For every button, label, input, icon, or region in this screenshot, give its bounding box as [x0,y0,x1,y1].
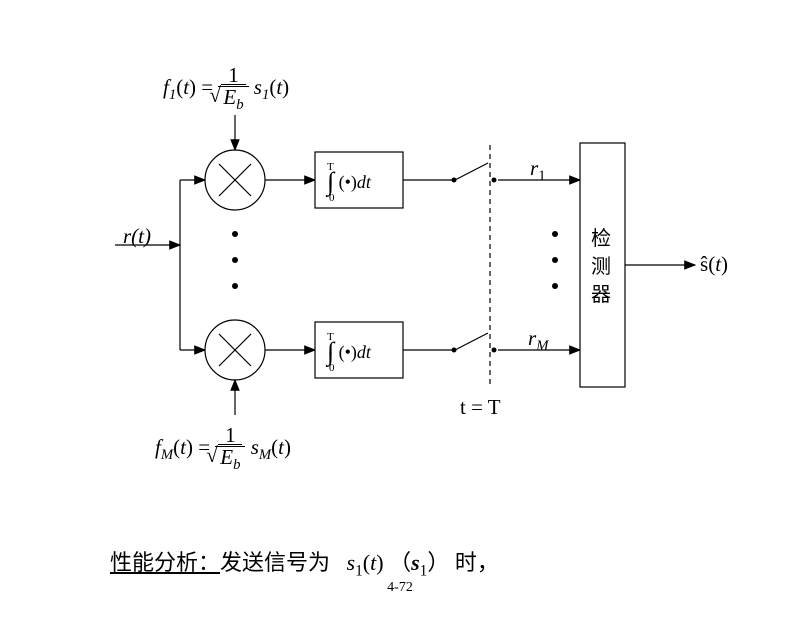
page-number: 4-72 [0,580,800,596]
label-sample-time: t = T [460,395,501,420]
label-detector: 检 测 器 [591,225,611,309]
label-input: r(t) [123,224,151,249]
label-integrator-top: T ∫ (•)dt 0 [327,162,371,234]
label-rM: rM [528,326,548,355]
diagram-page: { "canvas": { "w": 800, "h": 638 }, "col… [0,0,800,638]
label-output: ŝ(t) [700,252,728,277]
label-f1: f1(t) = 1 √Eb s1(t) [163,65,289,113]
label-fM: fM(t) = 1 √Eb sM(t) [155,425,291,473]
label-r1: r1 [530,156,546,185]
analysis-line: 性能分析：发送信号为 s1(t) （s1） 时， [110,545,499,580]
label-integrator-bot: T ∫ (•)dt 0 [327,332,371,404]
block-diagram-svg [0,0,800,638]
